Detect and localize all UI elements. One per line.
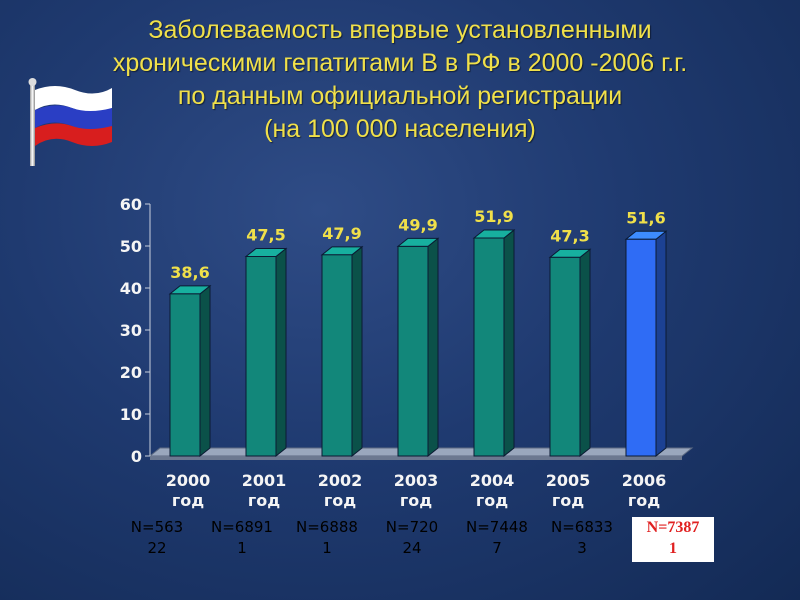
bar [472, 228, 516, 458]
y-tick-label: 50 [120, 237, 142, 256]
count-2004: N=7448 7 [466, 518, 528, 557]
x-tick-label: 2004 год [470, 471, 515, 510]
value-labels-group: 38,6 47,5 47,9 49,9 51,9 47,3 51,6 [170, 207, 665, 282]
x-tick-label: 2005 год [546, 471, 591, 510]
counts-row: N=563 22 N=6891 1 N=6888 1 N=720 24 N=7448 7 … [118, 517, 718, 562]
y-tick-label: 60 [120, 195, 142, 214]
bar-front [245, 256, 277, 457]
y-axis: 0 10 20 30 40 50 60 [120, 195, 151, 466]
value-label: 51,9 [474, 207, 513, 226]
count-2003: N=720 24 [385, 518, 439, 557]
x-tick-label: 2000 год [166, 471, 211, 510]
bar-side [579, 248, 591, 458]
count-2000: N=563 22 [130, 518, 184, 557]
bar-side [199, 284, 211, 458]
title-line-1: Заболеваемость впервые установленными [148, 16, 652, 44]
value-label: 47,3 [550, 226, 589, 245]
bar-front [169, 293, 201, 457]
value-label: 38,6 [170, 263, 209, 282]
value-label: 47,9 [322, 224, 361, 243]
bar-front [549, 256, 581, 457]
bar-side [351, 245, 363, 458]
bar [624, 230, 668, 458]
y-tick-label: 30 [120, 321, 142, 340]
bar [168, 284, 212, 458]
bar-front [625, 238, 657, 457]
russian-flag-icon [28, 78, 112, 166]
x-tick-label: 2006 год [622, 471, 667, 510]
bar-front [321, 254, 353, 457]
x-tick-label: 2002 год [318, 471, 363, 510]
x-tick-label: 2003 год [394, 471, 439, 510]
bar [396, 237, 440, 458]
bar [320, 245, 364, 458]
value-label: 47,5 [246, 226, 285, 245]
value-label: 49,9 [398, 215, 437, 234]
count-2006: N=7387 1 [632, 517, 714, 562]
title-line-2: хроническими гепатитами В в РФ в 2000 -2… [112, 49, 688, 77]
chart-floor-front [150, 456, 682, 460]
count-2002: N=6888 1 [296, 518, 358, 557]
bars-group [168, 228, 668, 458]
y-tick-label: 10 [120, 405, 142, 424]
x-labels-group: 2000 год 2001 год 2002 год 2003 год 2004 год 2005 г… [166, 471, 667, 510]
x-tick-label: 2001 год [242, 471, 287, 510]
count-2005: N=6833 3 [551, 518, 613, 557]
bar-side [275, 247, 287, 458]
count-2001: N=6891 1 [211, 518, 273, 557]
bar [244, 247, 288, 458]
y-tick-label: 0 [131, 447, 142, 466]
bar-front [397, 245, 429, 457]
y-tick-label: 40 [120, 279, 142, 298]
bar [548, 248, 592, 458]
y-tick-label: 20 [120, 363, 142, 382]
bar-side [655, 230, 667, 458]
title-line-4: (на 100 000 населения) [264, 115, 536, 143]
chart-title: Заболеваемость впервые установленными хр… [0, 14, 800, 146]
value-label: 51,6 [626, 208, 665, 227]
bar-side [427, 237, 439, 458]
bar-side [503, 228, 515, 458]
bar-front [473, 237, 505, 457]
title-line-3: по данным официальной регистрации [177, 82, 623, 110]
